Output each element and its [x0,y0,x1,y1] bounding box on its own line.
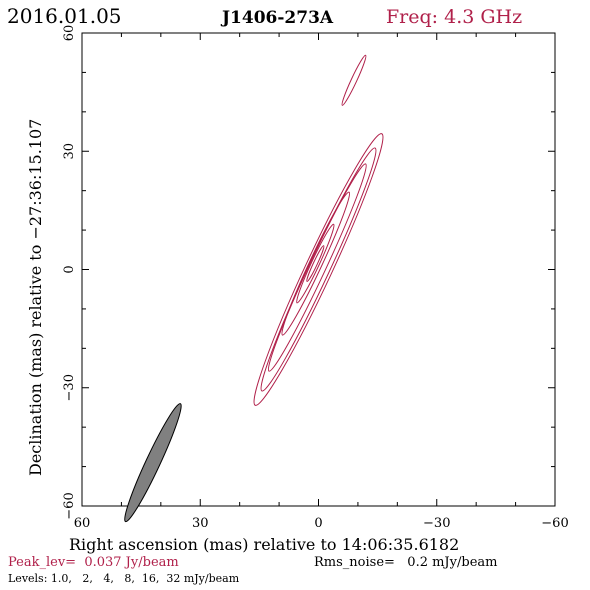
y-tick-label: −30 [62,374,77,401]
observation-date: 2016.01.05 [7,4,122,28]
x-tick-label: 0 [314,516,322,531]
beam-ellipse [124,403,182,523]
y-tick-label: −60 [62,492,77,519]
source-name: J1406-273A [220,8,334,28]
axis-ticks: 60 30 0 −30 −60 −60 −30 0 30 60 [62,25,569,531]
contour-levels: Levels: 1.0, 2, 4, 8, 16, 32 mJy/beam [8,572,240,585]
x-tick-label: −60 [541,516,568,531]
y-tick-label: 30 [62,143,77,160]
frequency-label: Freq: 4.3 GHz [386,6,522,28]
y-tick-label: 60 [62,25,77,42]
contour-line [281,191,351,336]
beam-ellipse-group [124,403,182,523]
contour-line [306,245,325,282]
contour-line [267,163,367,372]
y-tick-label: 0 [62,265,77,273]
y-axis-label: Declination (mas) relative to −27:36:15.… [26,119,45,476]
rms-noise: Rms_noise= 0.2 mJy/beam [314,555,497,570]
x-axis-label: Right ascension (mas) relative to 14:06:… [69,535,459,554]
contour-lines [253,54,384,406]
contour-line [253,133,384,406]
contour-line [296,223,335,304]
contour-line [260,147,377,392]
x-tick-label: −30 [423,516,450,531]
contour-line [341,54,367,106]
peak-level: Peak_lev= 0.037 Jy/beam [8,555,179,570]
x-tick-label: 60 [74,516,91,531]
x-tick-label: 30 [192,516,209,531]
plot-frame [81,32,556,507]
